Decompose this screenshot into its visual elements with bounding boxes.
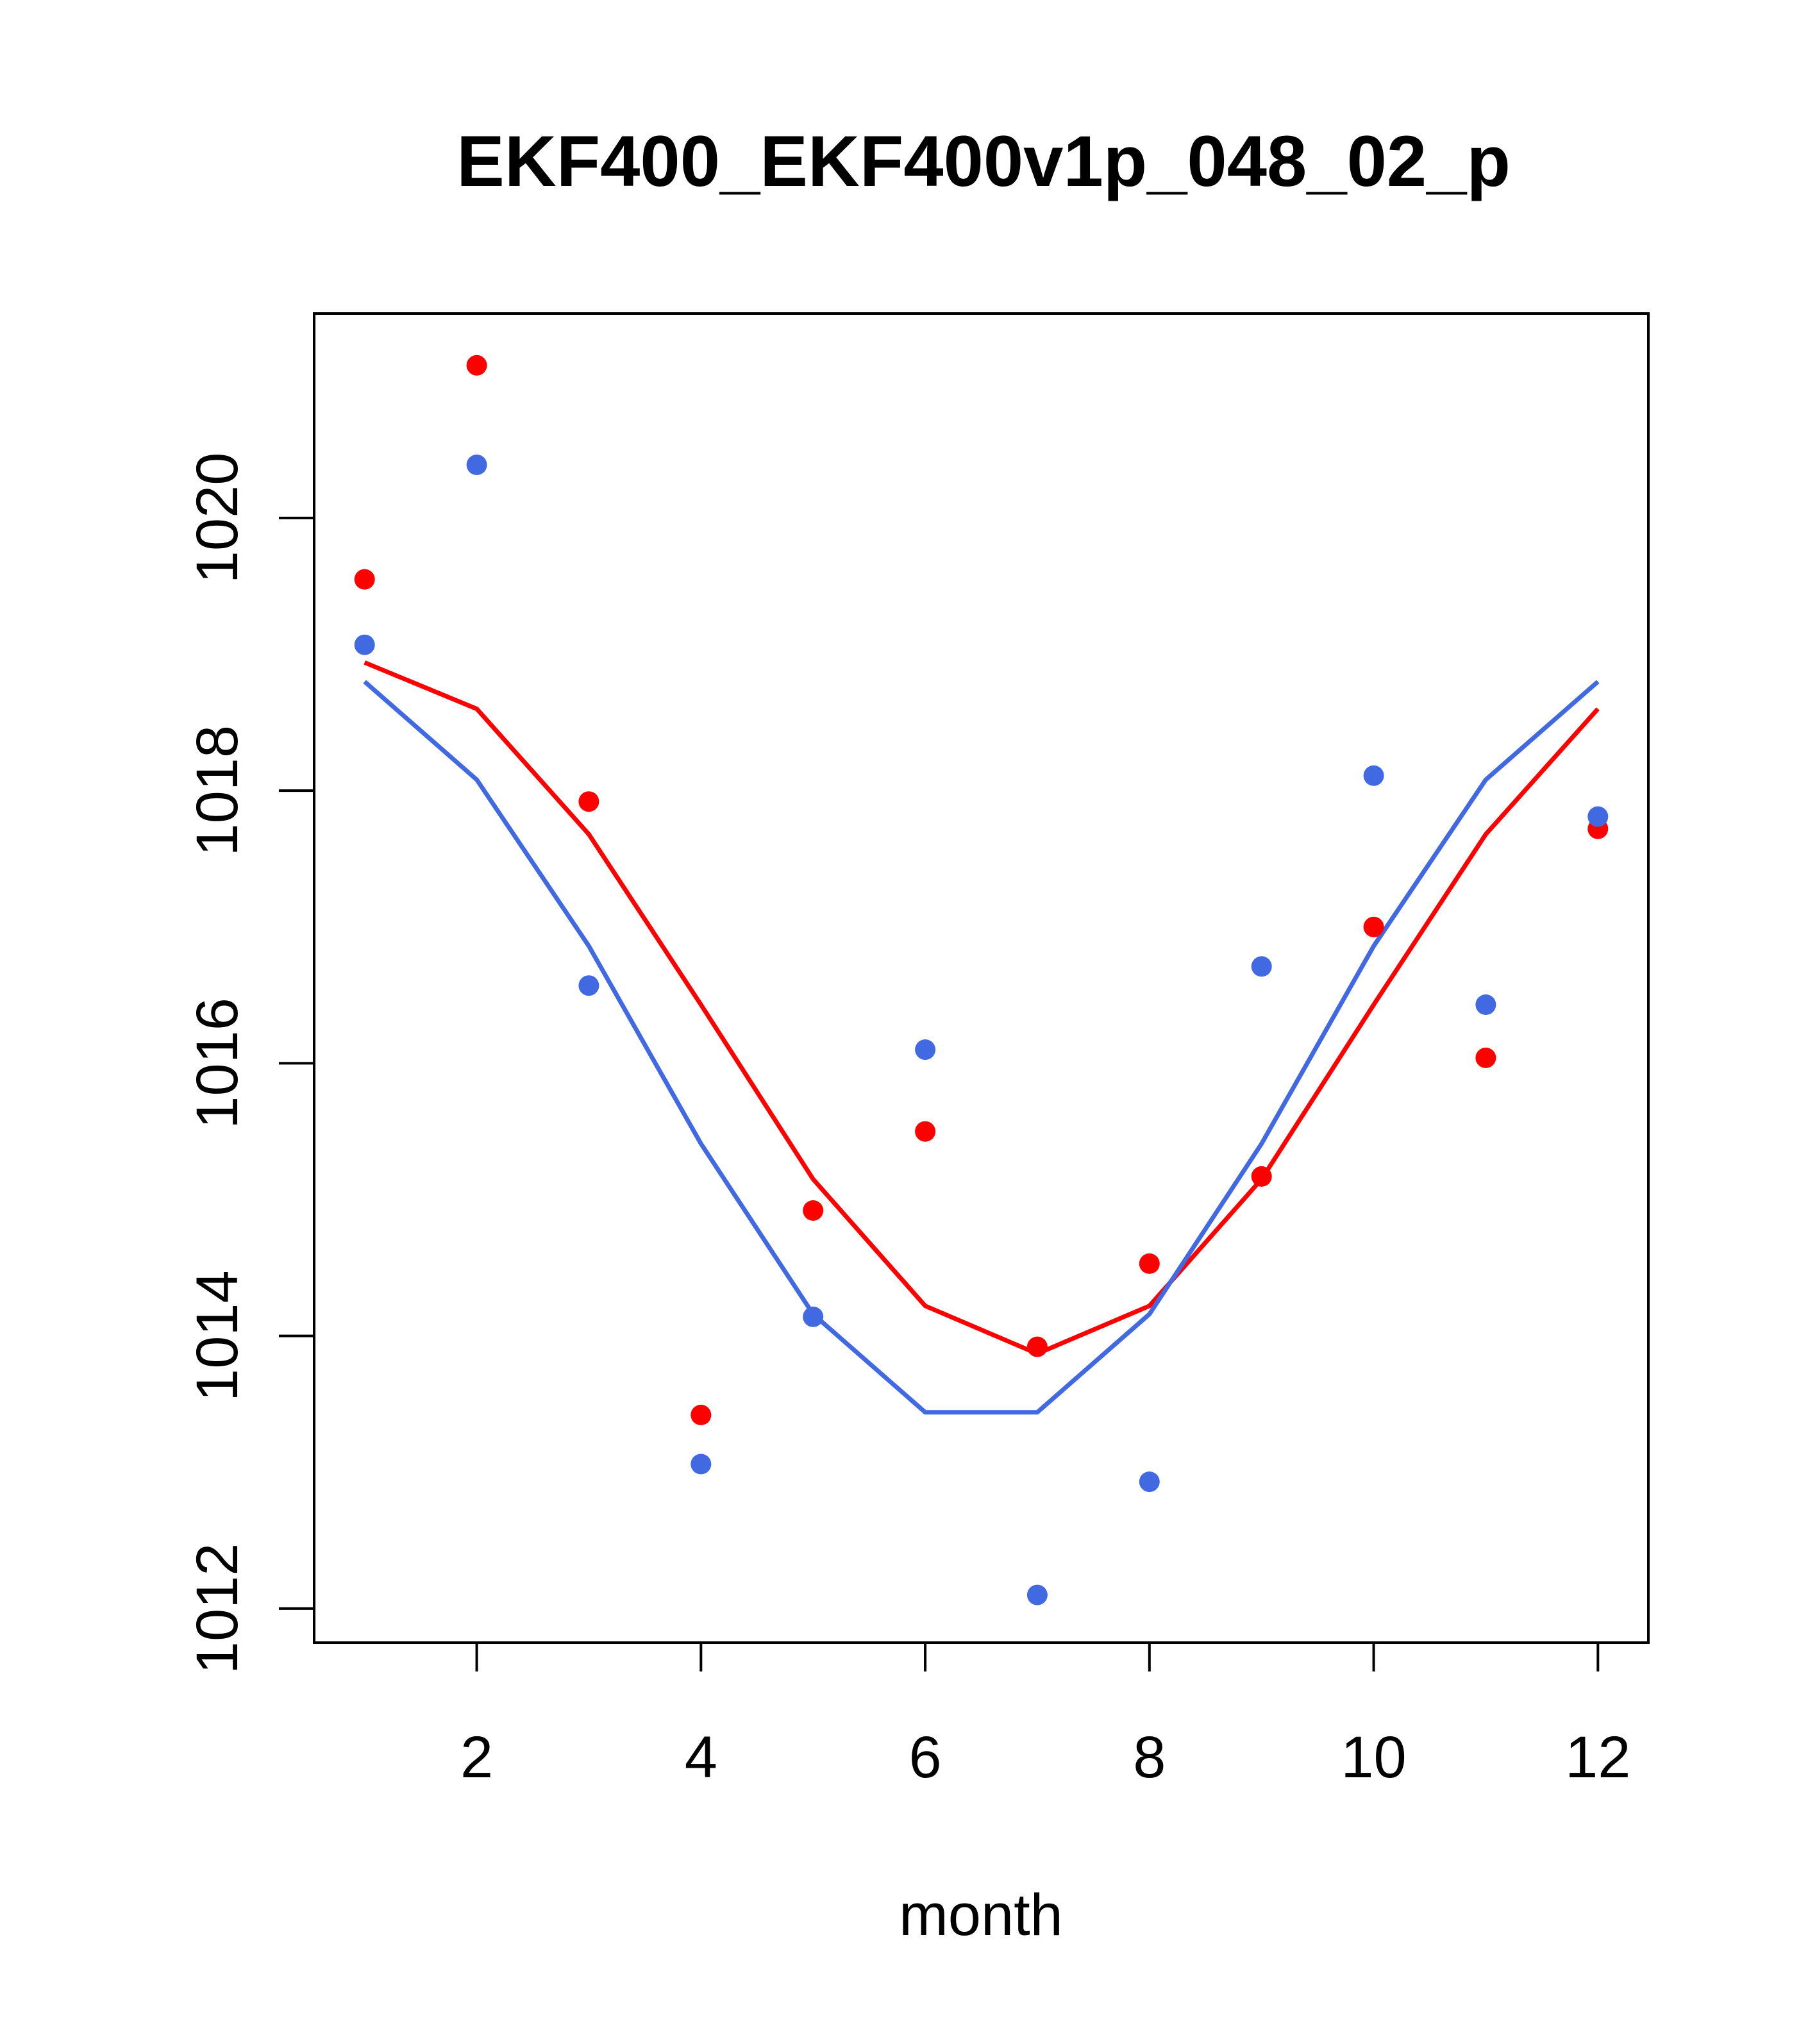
data-point-blue-month-3: [578, 975, 599, 996]
data-point-red-month-5: [803, 1200, 824, 1221]
series-line-blue-line: [363, 680, 1600, 1415]
x-tick-label-12: 12: [1565, 1725, 1630, 1790]
x-tick-label-2: 2: [460, 1725, 493, 1790]
x-tick-label-8: 8: [1133, 1725, 1166, 1790]
data-point-red-month-6: [915, 1121, 936, 1142]
x-tick-label-4: 4: [685, 1725, 717, 1790]
data-point-red-month-10: [1363, 916, 1384, 937]
data-point-blue-month-6: [915, 1039, 936, 1060]
plot-frame: [313, 312, 1650, 1644]
y-axis: 1012 1014 1016 1018 1020: [185, 453, 314, 1675]
data-point-blue-month-4: [691, 1453, 712, 1475]
data-point-red-month-7: [1026, 1336, 1048, 1357]
data-point-blue-month-12: [1587, 806, 1609, 827]
data-point-red-month-2: [466, 355, 487, 376]
y-tick-label-1020: 1020: [185, 453, 250, 584]
data-point-red-month-9: [1251, 1166, 1272, 1187]
data-point-blue-month-10: [1363, 765, 1384, 786]
data-point-blue-month-11: [1475, 994, 1496, 1015]
x-axis-label: month: [899, 1882, 1063, 1948]
data-point-blue-month-9: [1251, 956, 1272, 977]
series-line-red-line: [364, 660, 1600, 1356]
data-point-red-month-4: [691, 1404, 712, 1425]
x-axis: 2 4 6 8 10 12: [460, 1643, 1630, 1790]
data-point-red-month-8: [1139, 1253, 1160, 1274]
y-tick-label-1016: 1016: [185, 998, 250, 1129]
y-tick-label-1012: 1012: [185, 1543, 250, 1675]
data-point-blue-month-7: [1026, 1584, 1048, 1605]
data-point-blue-month-2: [466, 455, 487, 475]
series-layer: [354, 355, 1609, 1605]
data-point-red-month-1: [354, 569, 375, 590]
y-tick-label-1014: 1014: [185, 1270, 250, 1402]
data-point-blue-month-1: [354, 634, 375, 655]
data-point-red-month-3: [578, 791, 599, 812]
x-tick-label-6: 6: [908, 1725, 941, 1790]
data-point-blue-month-8: [1139, 1471, 1160, 1493]
y-tick-label-1018: 1018: [185, 725, 250, 857]
chart-title: EKF400_EKF400v1p_048_02_p: [456, 121, 1511, 201]
data-point-blue-month-5: [803, 1306, 824, 1327]
data-point-red-month-11: [1475, 1047, 1496, 1068]
x-tick-label-10: 10: [1341, 1725, 1406, 1790]
